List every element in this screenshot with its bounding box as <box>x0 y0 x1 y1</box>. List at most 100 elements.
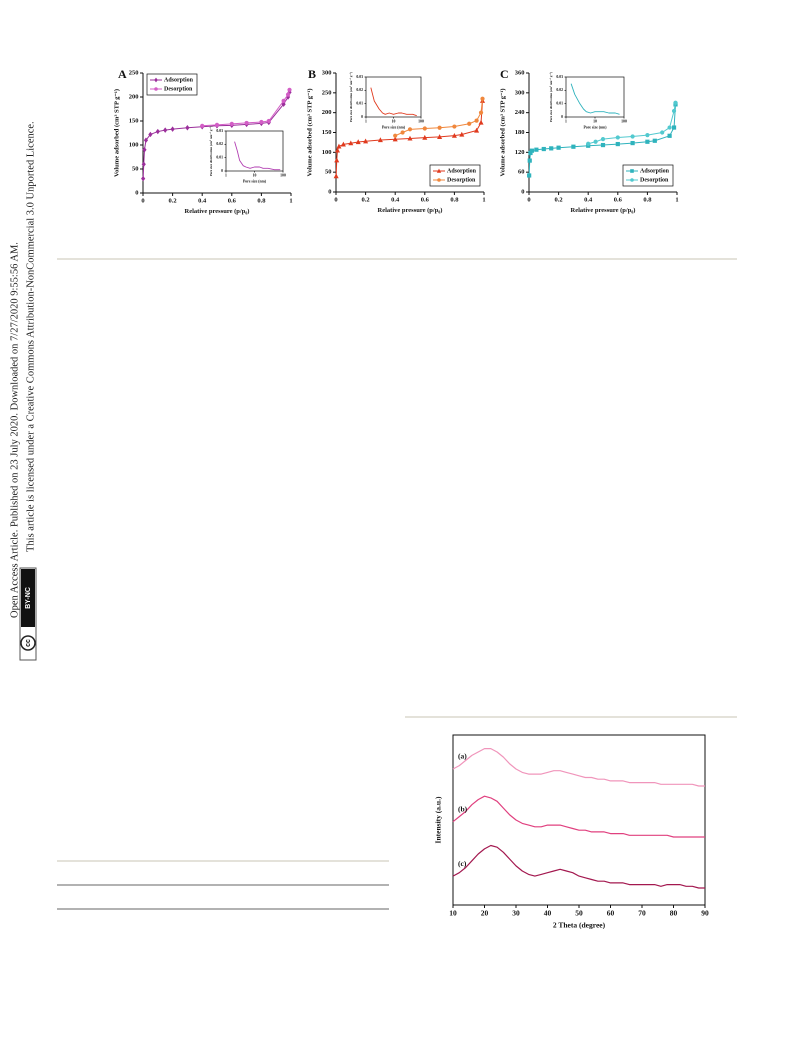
data-point <box>478 119 484 125</box>
data-point <box>549 146 554 151</box>
data-point <box>229 121 234 126</box>
data-point <box>143 137 149 143</box>
y-tick-label: 100 <box>129 141 139 148</box>
series-label: (a) <box>458 752 467 761</box>
data-point <box>556 145 561 150</box>
x-tick-label: 1 <box>565 119 567 123</box>
y-axis-label: Pore size distribution (cm³ nm⁻¹ g⁻¹) <box>549 72 553 122</box>
license-badge-dark <box>21 569 35 627</box>
series-line <box>452 748 705 787</box>
y-tick-label: 0 <box>221 169 223 173</box>
series-line <box>202 89 290 127</box>
data-point <box>534 147 539 152</box>
y-tick-label: 180 <box>515 129 525 136</box>
x-tick-label: 70 <box>638 909 646 918</box>
x-tick-label: 10 <box>253 173 257 177</box>
data-point <box>142 147 147 153</box>
x-tick-label: 0.2 <box>555 197 563 204</box>
y-tick-label: 60 <box>518 169 525 176</box>
x-axis-label: Relative pressure (p/p₀) <box>571 207 636 214</box>
data-point <box>673 100 678 105</box>
legend-marker <box>630 178 634 182</box>
data-point <box>333 173 339 179</box>
data-point <box>281 101 286 107</box>
data-point <box>170 126 175 132</box>
data-point <box>600 142 606 148</box>
data-point <box>407 135 413 141</box>
plot-frame <box>452 734 706 906</box>
data-point <box>451 132 457 138</box>
y-tick-label: 0.03 <box>556 75 563 79</box>
data-point <box>459 131 465 137</box>
y-tick-label: 50 <box>325 169 332 176</box>
data-point <box>452 124 457 129</box>
y-tick-label: 0 <box>521 188 524 195</box>
data-point <box>348 140 354 146</box>
series-line <box>570 83 620 115</box>
legend-marker <box>437 178 441 182</box>
data-point <box>671 108 677 114</box>
data-point <box>645 133 650 138</box>
legend-marker <box>630 169 634 173</box>
license-badge-cc: cc <box>25 639 32 647</box>
data-point <box>285 92 291 97</box>
x-tick-label: 0.2 <box>169 198 177 205</box>
x-tick-label: 0.6 <box>614 197 623 204</box>
data-point <box>285 94 291 100</box>
license-badge-text: BY-NC <box>25 587 32 609</box>
data-point <box>528 150 533 156</box>
x-tick-label: 0.4 <box>584 197 593 204</box>
x-tick-label: 10 <box>392 119 396 123</box>
data-point <box>392 136 398 142</box>
data-point <box>529 148 535 153</box>
data-point <box>340 141 346 147</box>
x-tick-label: 40 <box>544 909 552 918</box>
data-point <box>527 158 532 163</box>
y-tick-label: 200 <box>129 93 139 100</box>
data-point <box>281 98 286 103</box>
y-tick-label: 150 <box>129 117 139 124</box>
x-axis-label: Pore size (nm) <box>583 125 607 129</box>
x-tick-label: 0 <box>527 197 530 204</box>
y-tick-label: 0 <box>328 188 331 195</box>
x-tick-label: 100 <box>621 119 627 123</box>
data-point <box>355 139 361 145</box>
y-tick-label: 0.03 <box>356 75 363 79</box>
y-tick-label: 120 <box>515 149 525 156</box>
data-point <box>480 96 485 101</box>
data-point <box>467 121 472 126</box>
series-line <box>395 98 484 137</box>
data-point <box>667 125 672 130</box>
side-notice-line: Open Access Article. Published on 23 Jul… <box>9 242 20 618</box>
legend-frame <box>622 164 674 187</box>
data-point <box>185 124 190 131</box>
x-tick-label: 0.4 <box>198 198 207 205</box>
data-point <box>422 134 428 140</box>
side-notice-line: This article is licensed under a Creativ… <box>25 121 36 552</box>
data-point <box>163 127 168 133</box>
legend-marker <box>154 77 158 83</box>
y-tick-label: 100 <box>322 149 332 156</box>
legend-label: Adsorption <box>640 168 670 174</box>
series-label: (b) <box>458 804 468 813</box>
data-point <box>660 130 665 135</box>
data-point <box>667 133 672 138</box>
x-axis-label: 2 Theta (degree) <box>553 921 606 930</box>
legend-label: Desorption <box>640 177 669 183</box>
x-tick-label: 0 <box>334 197 337 204</box>
x-tick-label: 30 <box>512 909 520 918</box>
legend-label: Desorption <box>447 177 476 183</box>
data-point <box>393 133 398 138</box>
panel-label: C <box>500 67 509 81</box>
data-point <box>363 138 369 144</box>
y-tick-label: 0.02 <box>216 142 223 146</box>
y-tick-label: 0.03 <box>216 129 223 133</box>
data-point <box>527 173 532 178</box>
y-tick-label: 300 <box>322 69 332 76</box>
x-tick-label: 0.6 <box>228 198 237 205</box>
data-point <box>334 147 340 153</box>
inset-background <box>366 77 421 117</box>
data-point <box>407 127 413 132</box>
data-point <box>214 122 220 127</box>
